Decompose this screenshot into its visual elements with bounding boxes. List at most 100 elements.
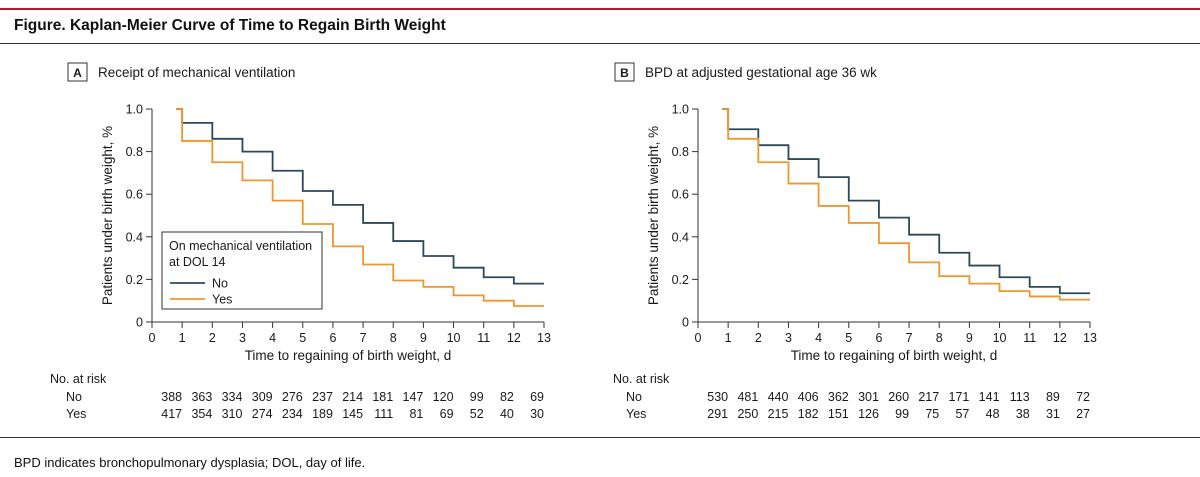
at-risk-label-yes: Yes bbox=[66, 407, 86, 421]
title-divider bbox=[0, 43, 1200, 44]
panel-letter: B bbox=[620, 66, 629, 80]
at-risk-table: No. at risk No 530 481 440 406 362 301 260 217 171… bbox=[613, 372, 1090, 421]
at-risk-count: 354 bbox=[191, 407, 212, 421]
footnote-divider bbox=[0, 437, 1200, 438]
at-risk-count: 214 bbox=[342, 390, 363, 404]
y-tick-label: 0.8 bbox=[672, 145, 689, 159]
legend-title-line-1: On mechanical ventilation bbox=[169, 239, 312, 253]
at-risk-header: No. at risk bbox=[50, 372, 107, 386]
panel-a: A Receipt of mechanical ventilation 0 0.2 0.… bbox=[50, 62, 551, 421]
y-tick-label: 0 bbox=[136, 316, 143, 330]
x-tick-label: 9 bbox=[966, 331, 973, 345]
x-tick-label: 6 bbox=[875, 331, 882, 345]
panel-title: Receipt of mechanical ventilation bbox=[98, 65, 295, 80]
panel-letter: A bbox=[73, 66, 82, 80]
at-risk-count: 99 bbox=[470, 390, 484, 404]
x-tick-label: 7 bbox=[906, 331, 913, 345]
y-tick-label: 1.0 bbox=[126, 103, 143, 117]
y-tick-label: 0.6 bbox=[126, 188, 143, 202]
top-accent-rule bbox=[0, 8, 1200, 10]
y-tick-label: 0.6 bbox=[672, 188, 689, 202]
at-risk-count: 217 bbox=[918, 390, 939, 404]
y-tick-label: 1.0 bbox=[672, 103, 689, 117]
y-axis-label: Patients under birth weight, % bbox=[100, 126, 115, 305]
x-tick-label: 3 bbox=[785, 331, 792, 345]
x-axis-label: Time to regaining of birth weight, d bbox=[245, 348, 452, 363]
km-curve-yes bbox=[176, 108, 544, 307]
at-risk-count: 363 bbox=[191, 390, 212, 404]
x-tick-label: 13 bbox=[1083, 331, 1097, 345]
km-curve-no bbox=[722, 108, 1090, 295]
at-risk-count: 171 bbox=[949, 390, 970, 404]
km-curve-yes bbox=[722, 108, 1090, 301]
y-tick-label: 0 bbox=[682, 316, 689, 330]
at-risk-label-no: No bbox=[626, 390, 642, 404]
at-risk-count: 38 bbox=[1016, 407, 1030, 421]
at-risk-count: 99 bbox=[895, 407, 909, 421]
at-risk-count: 57 bbox=[955, 407, 969, 421]
x-tick-label: 2 bbox=[209, 331, 216, 345]
x-tick-label: 4 bbox=[269, 331, 276, 345]
at-risk-count: 75 bbox=[925, 407, 939, 421]
at-risk-count: 334 bbox=[222, 390, 243, 404]
x-tick-label: 8 bbox=[390, 331, 397, 345]
at-risk-count: 48 bbox=[986, 407, 1000, 421]
at-risk-count: 151 bbox=[828, 407, 849, 421]
figure-title: Figure. Kaplan-Meier Curve of Time to Re… bbox=[14, 17, 446, 34]
y-tick-label: 0.8 bbox=[126, 145, 143, 159]
at-risk-count: 69 bbox=[530, 390, 544, 404]
x-tick-label: 10 bbox=[447, 331, 461, 345]
at-risk-count: 291 bbox=[707, 407, 728, 421]
at-risk-count: 309 bbox=[252, 390, 273, 404]
x-axis-label: Time to regaining of birth weight, d bbox=[791, 348, 998, 363]
at-risk-count: 237 bbox=[312, 390, 333, 404]
x-tick-label: 12 bbox=[1053, 331, 1067, 345]
at-risk-count: 113 bbox=[1010, 390, 1030, 404]
y-tick-label: 0.2 bbox=[672, 273, 689, 287]
x-tick-label: 13 bbox=[537, 331, 551, 345]
at-risk-count: 362 bbox=[828, 390, 849, 404]
legend-box bbox=[161, 231, 323, 310]
at-risk-count: 141 bbox=[979, 390, 1000, 404]
x-tick-label: 0 bbox=[695, 331, 702, 345]
at-risk-count: 274 bbox=[252, 407, 273, 421]
at-risk-count: 481 bbox=[737, 390, 758, 404]
panel-letter-box bbox=[614, 62, 635, 82]
x-tick-label: 5 bbox=[845, 331, 852, 345]
at-risk-count: 69 bbox=[440, 407, 454, 421]
at-risk-count: 145 bbox=[342, 407, 363, 421]
panel-b: B BPD at adjusted gestational age 36 wk00… bbox=[613, 62, 1097, 421]
at-risk-count: 310 bbox=[222, 407, 243, 421]
at-risk-count: 388 bbox=[161, 390, 182, 404]
footnote: BPD indicates bronchopulmonary dysplasia… bbox=[14, 455, 366, 470]
at-risk-count: 260 bbox=[888, 390, 909, 404]
at-risk-count: 81 bbox=[409, 407, 423, 421]
legend-label-yes: Yes bbox=[212, 293, 232, 307]
at-risk-count: 440 bbox=[768, 390, 789, 404]
at-risk-count: 147 bbox=[403, 390, 424, 404]
y-tick-label: 0.4 bbox=[126, 230, 143, 244]
at-risk-label-no: No bbox=[66, 390, 82, 404]
x-tick-label: 7 bbox=[360, 331, 367, 345]
panel-title: BPD at adjusted gestational age 36 wk bbox=[645, 65, 877, 80]
at-risk-count: 82 bbox=[500, 390, 514, 404]
x-tick-label: 2 bbox=[755, 331, 762, 345]
at-risk-count: 52 bbox=[470, 407, 484, 421]
at-risk-count: 189 bbox=[312, 407, 333, 421]
at-risk-count: 530 bbox=[707, 390, 728, 404]
at-risk-count: 406 bbox=[798, 390, 819, 404]
legend: On mechanical ventilation at DOL 14 No Yes bbox=[161, 231, 323, 310]
x-tick-label: 1 bbox=[725, 331, 732, 345]
x-tick-label: 11 bbox=[477, 331, 490, 345]
at-risk-count: 301 bbox=[858, 390, 879, 404]
at-risk-count: 72 bbox=[1076, 390, 1090, 404]
at-risk-count: 31 bbox=[1046, 407, 1060, 421]
at-risk-label-yes: Yes bbox=[626, 407, 646, 421]
km-curve-no bbox=[176, 108, 544, 285]
at-risk-count: 30 bbox=[530, 407, 544, 421]
at-risk-count: 89 bbox=[1046, 390, 1060, 404]
panel-letter-box bbox=[67, 62, 88, 82]
x-tick-label: 10 bbox=[993, 331, 1007, 345]
at-risk-count: 120 bbox=[433, 390, 454, 404]
x-tick-label: 9 bbox=[420, 331, 427, 345]
